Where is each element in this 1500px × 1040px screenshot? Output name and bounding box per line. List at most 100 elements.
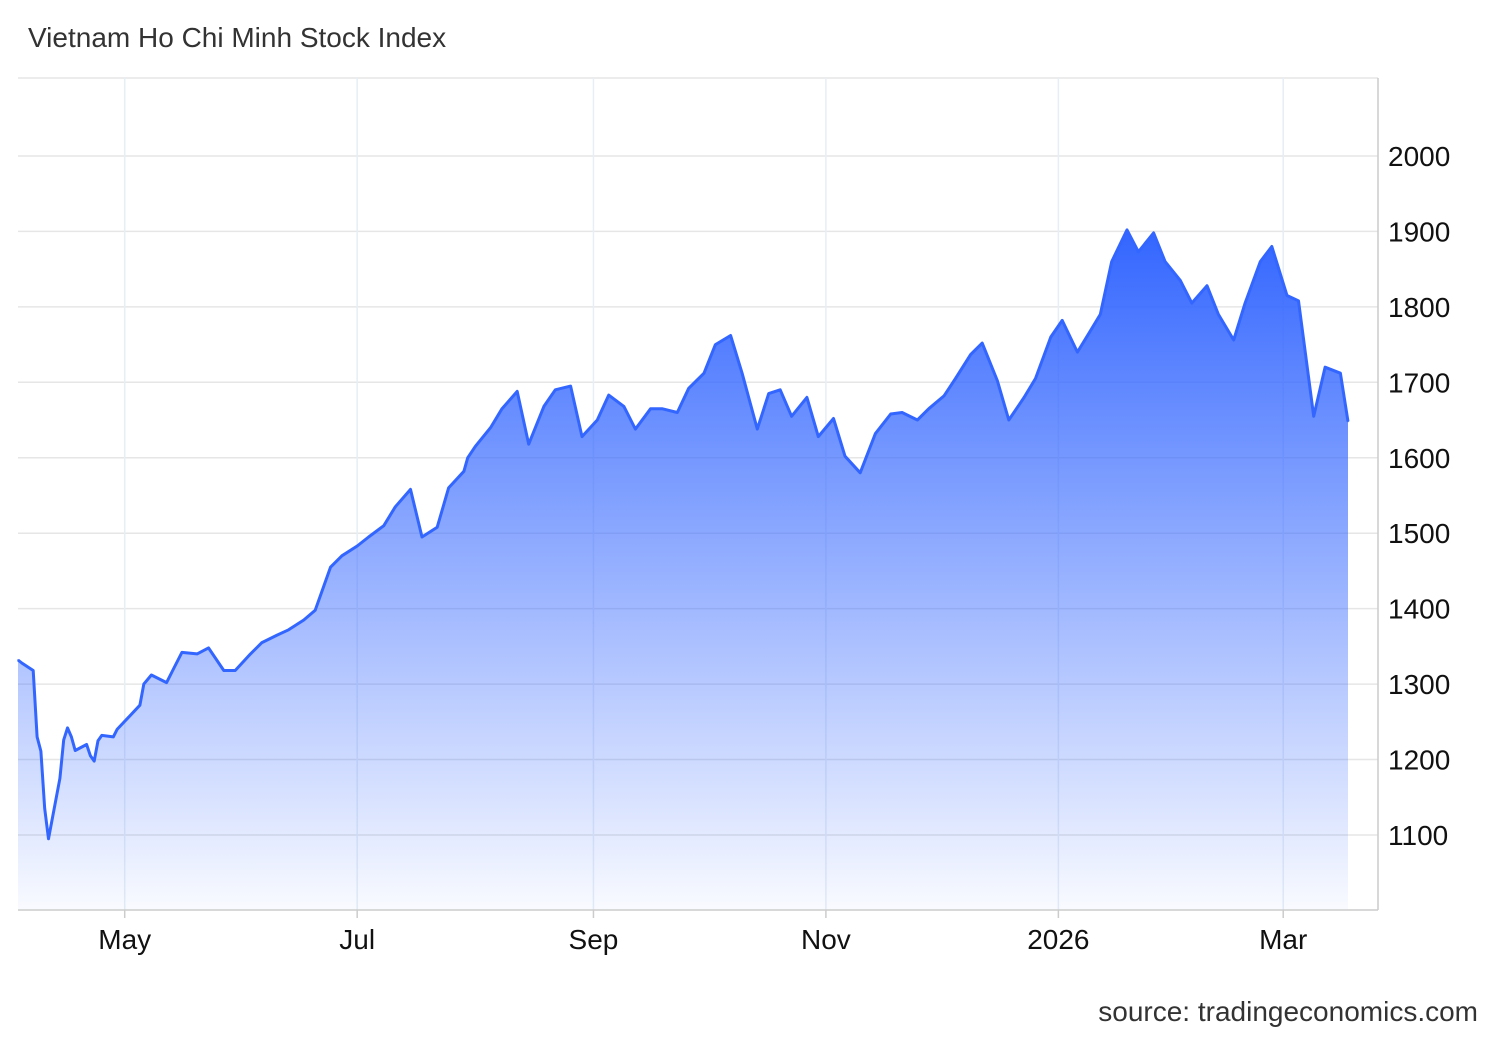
data-point — [581, 435, 583, 438]
data-point — [596, 419, 599, 421]
data-point — [1339, 372, 1342, 375]
data-point — [1259, 260, 1262, 263]
data-point — [21, 662, 23, 664]
data-point — [649, 407, 652, 410]
data-point — [196, 653, 198, 655]
data-point — [1217, 313, 1220, 316]
data-point — [223, 669, 225, 672]
data-point — [97, 739, 99, 742]
data-point — [43, 807, 46, 810]
data-point — [916, 419, 919, 421]
data-point — [66, 727, 69, 729]
data-point — [36, 736, 38, 738]
data-point — [844, 455, 846, 458]
data-point — [996, 380, 999, 382]
data-point — [165, 681, 168, 684]
x-tick-label: Nov — [801, 924, 851, 955]
y-tick-label: 1400 — [1388, 594, 1450, 625]
data-point — [874, 432, 877, 435]
source-note: source: tradingeconomics.com — [1098, 996, 1478, 1027]
data-point — [181, 651, 183, 654]
series-line — [17, 228, 1350, 841]
data-point — [112, 736, 115, 738]
data-point — [741, 372, 743, 375]
data-point — [59, 777, 61, 780]
data-point — [1061, 319, 1063, 322]
y-tick-label: 1900 — [1388, 216, 1450, 247]
data-point — [1244, 302, 1246, 304]
data-point — [89, 755, 92, 757]
x-tick-label: May — [98, 924, 151, 955]
data-point — [756, 428, 759, 430]
data-point — [1324, 366, 1326, 369]
y-tick-label: 1800 — [1388, 292, 1450, 323]
x-tick-label: Jul — [339, 924, 375, 955]
data-point — [74, 749, 76, 752]
data-point — [1076, 351, 1079, 353]
data-point — [394, 506, 397, 508]
data-point — [969, 353, 972, 356]
data-point — [1110, 260, 1113, 263]
data-point — [409, 488, 412, 491]
data-point — [93, 760, 95, 762]
data-point — [489, 426, 492, 429]
y-tick-label: 1600 — [1388, 443, 1450, 474]
data-point — [889, 413, 892, 415]
data-point — [101, 734, 103, 737]
data-point — [276, 634, 278, 636]
y-tick-label: 2000 — [1388, 141, 1450, 172]
data-point — [1034, 377, 1037, 380]
data-point — [436, 526, 439, 528]
data-point — [329, 566, 332, 568]
data-point — [634, 428, 637, 430]
series-area — [18, 229, 1348, 910]
data-point — [623, 405, 625, 408]
data-point — [70, 736, 73, 738]
data-point — [1271, 245, 1273, 248]
y-tick-label: 1700 — [1388, 367, 1450, 398]
data-point — [1347, 420, 1349, 423]
data-point — [1164, 260, 1166, 263]
data-point — [1099, 313, 1102, 316]
data-point — [676, 411, 679, 414]
data-point — [463, 470, 465, 473]
data-point — [234, 669, 236, 672]
data-point — [1088, 332, 1090, 335]
data-point — [367, 536, 370, 538]
chart-title: Vietnam Ho Chi Minh Stock Index — [28, 22, 447, 53]
data-point — [287, 629, 290, 631]
data-point — [1232, 339, 1235, 341]
data-point — [516, 390, 518, 393]
data-point — [1206, 284, 1208, 287]
data-point — [143, 683, 145, 685]
data-point — [1126, 229, 1128, 231]
data-point — [554, 389, 557, 391]
data-point — [173, 666, 175, 669]
data-point — [17, 659, 19, 661]
data-point — [207, 647, 210, 649]
data-point — [714, 343, 717, 346]
data-point — [779, 389, 781, 391]
data-point — [62, 739, 65, 741]
chart-axes — [18, 78, 1379, 918]
data-point — [466, 457, 469, 459]
y-axis-labels: 1100 1200 1300 1400 1500 1600 1700 1800 1900 2000 — [1388, 141, 1450, 851]
data-point — [447, 487, 450, 489]
x-axis-labels: May Jul Sep Nov 2026 Mar — [98, 924, 1307, 955]
data-point — [32, 669, 34, 672]
data-point — [859, 472, 861, 474]
data-point — [501, 407, 503, 410]
data-point — [729, 334, 732, 337]
chart-area-layer — [17, 228, 1350, 910]
data-point — [249, 653, 252, 655]
data-point — [527, 443, 530, 446]
data-point — [832, 417, 835, 420]
data-point — [607, 394, 610, 396]
data-point — [356, 545, 359, 547]
data-point — [150, 674, 153, 676]
data-point — [703, 372, 705, 375]
y-tick-label: 1500 — [1388, 518, 1450, 549]
data-point — [943, 395, 945, 397]
data-point — [261, 641, 263, 644]
data-point — [790, 415, 793, 418]
